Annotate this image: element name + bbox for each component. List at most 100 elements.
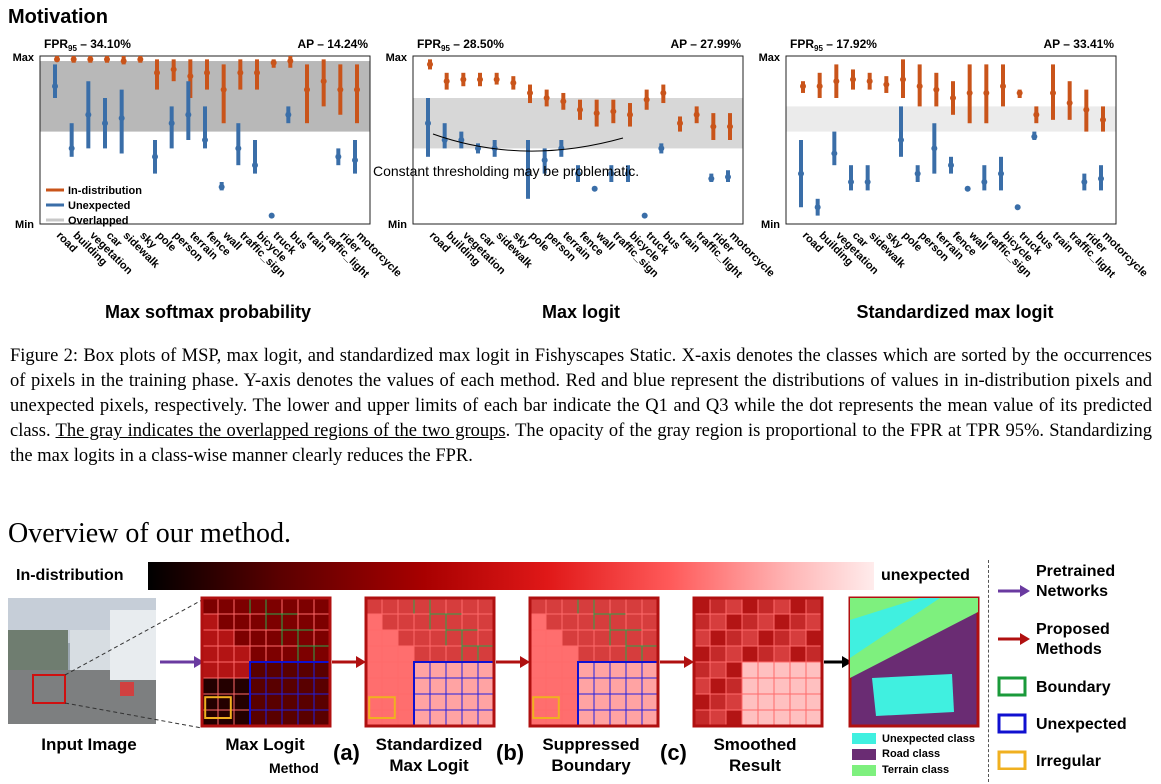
heat-cell — [805, 661, 823, 679]
heat-cell — [625, 597, 643, 615]
heat-cell — [461, 597, 479, 615]
heat-cell — [461, 645, 479, 663]
in-dist-mean — [120, 58, 127, 65]
in-dist-mean — [1033, 111, 1040, 118]
unexpected-mean — [981, 179, 988, 185]
heat-cell — [789, 693, 807, 711]
heat-cell — [265, 693, 283, 711]
annotation-arc — [432, 133, 624, 152]
heat-cell — [313, 693, 331, 711]
heat-cell — [249, 645, 267, 663]
unexpected-mean — [998, 170, 1004, 177]
heat-cell — [725, 597, 743, 615]
heat-cell — [313, 709, 331, 727]
heat-cell — [397, 629, 415, 647]
unexpected-mean — [541, 157, 548, 164]
heat-cell — [561, 645, 579, 663]
heat-grid-2 — [528, 596, 660, 728]
pipeline-diagram — [8, 596, 980, 729]
heat-cell — [265, 709, 283, 727]
heat-cell — [709, 629, 727, 647]
heat-cell — [725, 613, 743, 631]
heat-cell — [217, 677, 235, 695]
heat-cell — [249, 661, 267, 679]
in-dist-mean — [866, 78, 873, 85]
heat-cell — [561, 597, 579, 615]
heat-cell — [397, 645, 415, 663]
motivation-heading: Motivation — [8, 6, 108, 28]
ap-label: AP – 33.41% — [1044, 37, 1115, 51]
heat-cell — [577, 629, 595, 647]
in-dist-mean — [966, 89, 973, 96]
unexpected-mean — [118, 115, 125, 122]
irregular-region — [532, 696, 560, 719]
heat-cell — [281, 661, 299, 679]
heat-cell — [297, 709, 315, 727]
heat-cell — [741, 645, 759, 663]
in-dist-mean — [816, 83, 823, 90]
method-label: Method — [269, 760, 319, 776]
legend-text: Overlapped — [68, 215, 129, 227]
heat-cell — [365, 613, 383, 631]
heat-cell — [741, 597, 759, 615]
heat-cell — [281, 645, 299, 663]
heat-cell — [709, 693, 727, 711]
heat-cell — [725, 629, 743, 647]
step-label-c: (c) — [660, 740, 687, 765]
heat-cell — [693, 709, 711, 727]
y-label-max: Max — [386, 52, 408, 64]
heat-cell — [577, 709, 595, 727]
heat-cell — [297, 597, 315, 615]
heat-cell — [413, 597, 431, 615]
unexpected-mean — [1081, 179, 1088, 185]
in-dist-mean — [727, 123, 733, 130]
heat-cell — [217, 645, 235, 663]
heat-cell — [313, 629, 331, 647]
heat-cell — [413, 709, 431, 727]
in-dist-mean — [493, 76, 500, 83]
heat-cell — [445, 661, 463, 679]
heat-cell — [381, 613, 399, 631]
heat-cell — [461, 629, 479, 647]
heat-cell — [233, 613, 251, 631]
in-dist-mean — [933, 86, 940, 93]
heat-cell — [365, 677, 383, 695]
heat-cell — [445, 645, 463, 663]
plot-area — [39, 55, 371, 225]
heat-cell — [709, 677, 727, 695]
color-gradient-bar — [148, 562, 874, 590]
y-label-max: Max — [759, 52, 781, 64]
caption-underlined: The gray indicates the overlapped region… — [55, 421, 506, 441]
in-dist-mean — [1100, 116, 1106, 123]
unexpected-mean — [625, 170, 631, 177]
unexpected-mean — [352, 157, 358, 164]
heat-cell — [609, 661, 627, 679]
unexpected-mean — [641, 212, 648, 219]
heat-cell — [625, 677, 643, 695]
heat-cell — [741, 661, 759, 679]
plot-frame — [412, 55, 744, 225]
heat-cell — [609, 693, 627, 711]
heat-cell — [577, 613, 595, 631]
in-dist-mean — [883, 81, 890, 88]
in-dist-mean — [543, 95, 550, 101]
in-dist-mean — [660, 89, 667, 96]
heat-cell — [445, 613, 463, 631]
unexpected-mean — [425, 120, 431, 127]
heat-cell — [217, 613, 235, 631]
heat-cell — [413, 645, 431, 663]
in-dist-mean — [1066, 100, 1073, 107]
heat-cell — [741, 613, 759, 631]
heat-cell — [725, 645, 743, 663]
heat-cell — [429, 613, 447, 631]
heat-cell — [693, 597, 711, 615]
heat-cell — [461, 661, 479, 679]
in-dist-mean — [154, 69, 160, 76]
legend-boundary: Boundary — [1036, 679, 1111, 696]
in-dist-mean — [833, 78, 840, 85]
heat-cell — [593, 677, 611, 695]
unexpected-mean — [591, 185, 598, 192]
